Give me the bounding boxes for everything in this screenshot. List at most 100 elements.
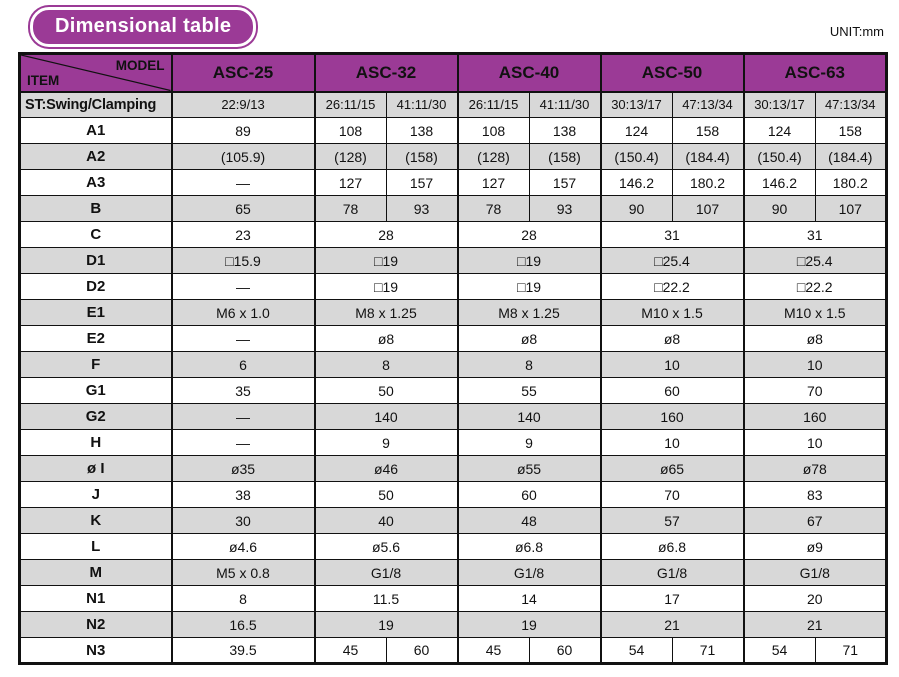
table-cell: 158	[814, 117, 887, 144]
table-cell: 60	[385, 637, 458, 664]
table-cell: —	[170, 273, 315, 300]
table-body: ST:Swing/Clamping 22:9/13 26:11/15 41:11/30…	[19, 91, 887, 664]
table-cell: 47:13/34	[814, 91, 887, 118]
row-label: F	[19, 351, 173, 378]
table-cell: 83	[742, 481, 887, 508]
table-cell: 30:13/17	[599, 91, 673, 118]
table-cell: 160	[599, 403, 744, 430]
table-cell: 127	[456, 169, 530, 196]
table-cell: ø5.6	[313, 533, 458, 560]
table-row: G2—140 140 160 160	[19, 403, 887, 430]
table-cell: ø4.6	[170, 533, 315, 560]
row-label: G2	[19, 403, 173, 430]
column-header-asc-50: ASC-50	[599, 53, 744, 93]
table-cell: 146.2	[599, 169, 673, 196]
table-cell: 158	[671, 117, 744, 144]
table-cell: □25.4	[599, 247, 744, 274]
table-cell: 50	[313, 377, 458, 404]
table-cell: 31	[599, 221, 744, 248]
table-cell: 9	[456, 429, 601, 456]
row-label: K	[19, 507, 173, 534]
table-cell: 107	[671, 195, 744, 222]
table-row: E1 M6 x 1.0 M8 x 1.25 M8 x 1.25 M10 x 1.5 M10…	[19, 299, 887, 326]
row-label: L	[19, 533, 173, 560]
table-cell: 8	[170, 585, 315, 612]
table-cell: 65	[170, 195, 315, 222]
table-cell: 60	[599, 377, 744, 404]
table-cell: 41:11/30	[385, 91, 458, 118]
table-cell: 160	[742, 403, 887, 430]
table-cell: M10 x 1.5	[599, 299, 744, 326]
table-cell: —	[170, 403, 315, 430]
row-label: A2	[19, 143, 173, 170]
table-cell: 78	[313, 195, 387, 222]
table-row: A3—127 157 127 157 146.2 180.2 146.2 180.2	[19, 169, 887, 196]
row-label: N1	[19, 585, 173, 612]
table-cell: □22.2	[599, 273, 744, 300]
table-cell: 11.5	[313, 585, 458, 612]
page-title: Dimensional table	[30, 7, 257, 47]
table-cell: M10 x 1.5	[742, 299, 887, 326]
table-cell: 30	[170, 507, 315, 534]
table-cell: G1/8	[599, 559, 744, 586]
row-label: H	[19, 429, 173, 456]
table-cell: 40	[313, 507, 458, 534]
table-cell: —	[170, 325, 315, 352]
table-row: N3 39.5 45 60 45 60 54 71 54 71	[19, 637, 887, 664]
table-cell: 20	[742, 585, 887, 612]
table-cell: 146.2	[742, 169, 816, 196]
table-cell: 35	[170, 377, 315, 404]
table-cell: (105.9)	[170, 143, 315, 170]
table-cell: □25.4	[742, 247, 887, 274]
table-cell: 70	[599, 481, 744, 508]
table-cell: □19	[456, 273, 601, 300]
column-header-asc-40: ASC-40	[456, 53, 601, 93]
table-cell: ø9	[742, 533, 887, 560]
table-cell: ø35	[170, 455, 315, 482]
table-cell: 31	[742, 221, 887, 248]
table-cell: 124	[742, 117, 816, 144]
table-cell: —	[170, 169, 315, 196]
table-cell: 6	[170, 351, 315, 378]
header-row: MODEL ITEM ASC-25 ASC-32 ASC-40 ASC-50 A…	[19, 53, 887, 93]
table-cell: 157	[528, 169, 601, 196]
table-cell: ø6.8	[456, 533, 601, 560]
column-header-asc-32: ASC-32	[313, 53, 458, 93]
table-cell: 10	[742, 351, 887, 378]
dimensional-table: MODEL ITEM ASC-25 ASC-32 ASC-40 ASC-50 A…	[18, 52, 888, 665]
table-cell: 180.2	[671, 169, 744, 196]
table-cell: ø8	[742, 325, 887, 352]
table-cell: 108	[456, 117, 530, 144]
table-cell: (128)	[456, 143, 530, 170]
table-cell: 38	[170, 481, 315, 508]
table-cell: 19	[456, 611, 601, 638]
row-label: B	[19, 195, 173, 222]
table-cell: 70	[742, 377, 887, 404]
section-title-badge: Dimensional table	[30, 7, 257, 47]
item-header-label: ITEM	[27, 72, 60, 88]
table-cell: 47:13/34	[671, 91, 744, 118]
table-cell: 19	[313, 611, 458, 638]
table-cell: ø65	[599, 455, 744, 482]
table-cell: M8 x 1.25	[313, 299, 458, 326]
table-cell: ø78	[742, 455, 887, 482]
table-row: K 30 40 48 57 67	[19, 507, 887, 534]
table-row: H —9 9 10 10	[19, 429, 887, 456]
table-cell: 22:9/13	[170, 91, 315, 118]
table-cell: 9	[313, 429, 458, 456]
table-cell: 138	[528, 117, 601, 144]
row-label: A3	[19, 169, 173, 196]
column-header-asc-63: ASC-63	[742, 53, 887, 93]
table-cell: 108	[313, 117, 387, 144]
table-cell: 93	[385, 195, 458, 222]
table-cell: 14	[456, 585, 601, 612]
table-cell: 16.5	[170, 611, 315, 638]
table-row: B 65 78 93 78 93 90 107 90 107	[19, 195, 887, 222]
table-cell: ø55	[456, 455, 601, 482]
table-row: A1 89 108 138 108 138 124 158 124 158	[19, 117, 887, 144]
row-label: G1	[19, 377, 173, 404]
table-row: G1 35 50 55 60 70	[19, 377, 887, 404]
table-row: E2— ø8 ø8 ø8 ø8	[19, 325, 887, 352]
